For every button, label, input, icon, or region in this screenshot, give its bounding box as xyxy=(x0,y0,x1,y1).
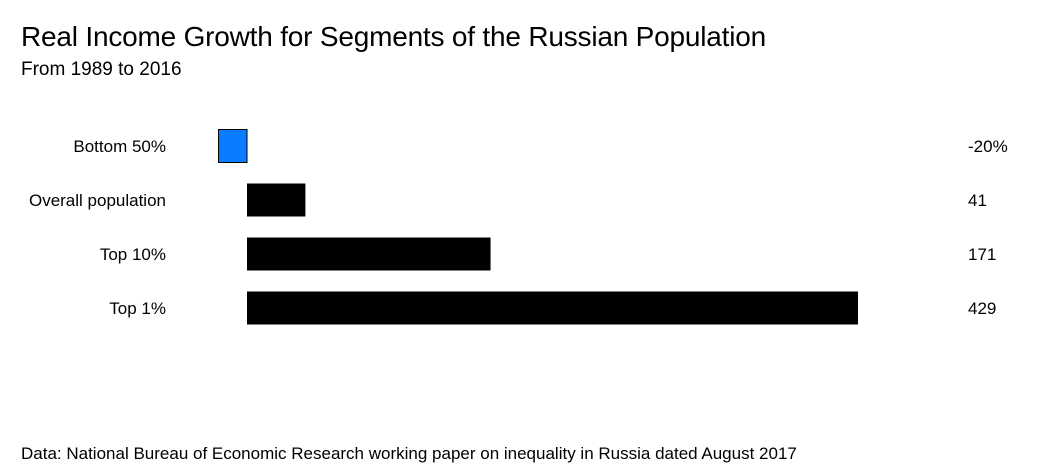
category-label: Overall population xyxy=(29,191,166,210)
category-label: Top 1% xyxy=(109,299,166,318)
bars-group xyxy=(218,129,858,325)
bar-top-1 xyxy=(247,291,858,325)
source-note: Data: National Bureau of Economic Resear… xyxy=(21,444,797,463)
chart-title: Real Income Growth for Segments of the R… xyxy=(21,21,766,52)
bar-overall-population xyxy=(247,183,306,217)
category-label: Top 10% xyxy=(100,245,166,264)
value-label: 171 xyxy=(968,245,996,264)
chart-subtitle: From 1989 to 2016 xyxy=(21,59,182,80)
value-label: 429 xyxy=(968,299,996,318)
category-label: Bottom 50% xyxy=(73,137,166,156)
value-label: 41 xyxy=(968,191,987,210)
value-labels: -20% 41 171 429 xyxy=(968,137,1008,318)
category-labels: Bottom 50% Overall population Top 10% Top 1… xyxy=(29,137,166,318)
bar-bottom-50 xyxy=(218,129,248,163)
value-label: -20% xyxy=(968,137,1008,156)
bar-top-10 xyxy=(247,237,491,271)
